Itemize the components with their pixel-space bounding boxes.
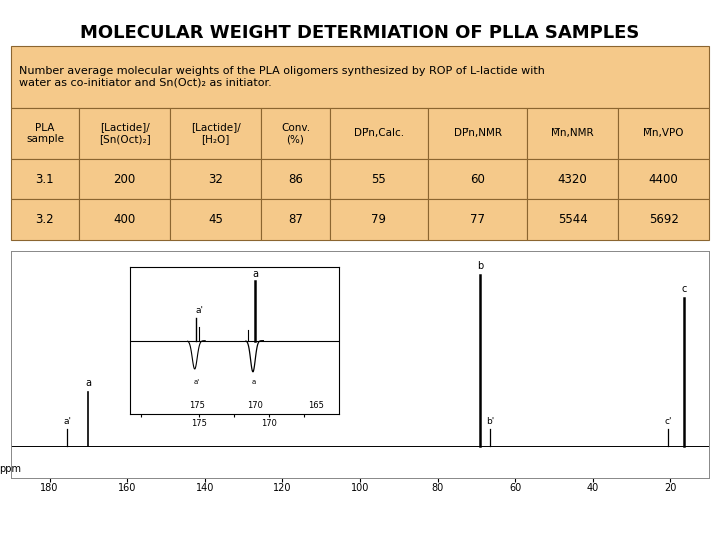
- Text: Conv.
(%): Conv. (%): [281, 123, 310, 144]
- Text: 200: 200: [114, 173, 136, 186]
- Bar: [170, 108, 261, 159]
- Text: 60: 60: [470, 173, 485, 186]
- Text: a': a': [195, 306, 203, 315]
- Text: MOLECULAR WEIGHT DETERMIATION OF PLLA SAMPLES: MOLECULAR WEIGHT DETERMIATION OF PLLA SA…: [81, 24, 639, 42]
- Bar: [428, 159, 527, 199]
- Bar: [170, 199, 261, 240]
- Bar: [261, 159, 330, 199]
- Text: a: a: [252, 269, 258, 280]
- Bar: [170, 159, 261, 199]
- Bar: [618, 108, 709, 159]
- Text: 55: 55: [372, 173, 387, 186]
- Bar: [428, 199, 527, 240]
- Text: Fig. 3.1: 13C-NMR spectrum (500 MHz) of PLLA oligomer 3.1 synthesized by ROP :
I: Fig. 3.1: 13C-NMR spectrum (500 MHz) of …: [18, 492, 632, 524]
- Bar: [261, 108, 330, 159]
- Text: c: c: [681, 284, 687, 294]
- Text: 79: 79: [372, 213, 387, 226]
- Bar: [330, 199, 428, 240]
- Bar: [11, 159, 79, 199]
- Bar: [11, 108, 79, 159]
- Bar: [79, 199, 170, 240]
- Text: b: b: [477, 261, 483, 271]
- Text: M̅n,VPO: M̅n,VPO: [644, 129, 684, 138]
- Text: DP̅n,Calc.: DP̅n,Calc.: [354, 129, 404, 138]
- Text: 4320: 4320: [558, 173, 588, 186]
- Bar: [11, 46, 709, 108]
- Text: [Lactide]/
[H₂O]: [Lactide]/ [H₂O]: [191, 123, 240, 144]
- Text: PLA
sample: PLA sample: [26, 123, 64, 144]
- Bar: [261, 199, 330, 240]
- Text: c': c': [665, 417, 672, 426]
- Text: 5544: 5544: [558, 213, 588, 226]
- Text: 3.1: 3.1: [36, 173, 54, 186]
- Bar: [527, 159, 618, 199]
- Text: DP̅n,NMR: DP̅n,NMR: [454, 129, 502, 138]
- Text: 400: 400: [114, 213, 136, 226]
- Text: a: a: [252, 379, 256, 385]
- Text: 170: 170: [247, 401, 264, 410]
- Bar: [11, 199, 79, 240]
- Text: ppm: ppm: [0, 464, 21, 474]
- Bar: [79, 108, 170, 159]
- Bar: [527, 108, 618, 159]
- Bar: [618, 199, 709, 240]
- Text: a': a': [194, 379, 200, 385]
- Bar: [428, 108, 527, 159]
- Bar: [79, 159, 170, 199]
- Text: Number average molecular weights of the PLA oligomers synthesized by ROP of L-la: Number average molecular weights of the …: [19, 66, 545, 88]
- Bar: [330, 159, 428, 199]
- Text: 5692: 5692: [649, 213, 678, 226]
- Text: 175: 175: [189, 401, 205, 410]
- Bar: [527, 199, 618, 240]
- Text: 32: 32: [208, 173, 223, 186]
- Bar: [618, 159, 709, 199]
- Text: 77: 77: [470, 213, 485, 226]
- Text: 45: 45: [208, 213, 223, 226]
- Text: M̅n,NMR: M̅n,NMR: [552, 129, 594, 138]
- Text: [Lactide]/
[Sn(Oct)₂]: [Lactide]/ [Sn(Oct)₂]: [99, 123, 150, 144]
- Text: a': a': [63, 417, 71, 426]
- Text: b': b': [486, 417, 494, 426]
- Text: 86: 86: [288, 173, 303, 186]
- Text: a: a: [86, 378, 91, 388]
- Text: 165: 165: [308, 401, 324, 410]
- Bar: [330, 108, 428, 159]
- Text: 87: 87: [288, 213, 303, 226]
- Text: 4400: 4400: [649, 173, 678, 186]
- Text: 3.2: 3.2: [36, 213, 54, 226]
